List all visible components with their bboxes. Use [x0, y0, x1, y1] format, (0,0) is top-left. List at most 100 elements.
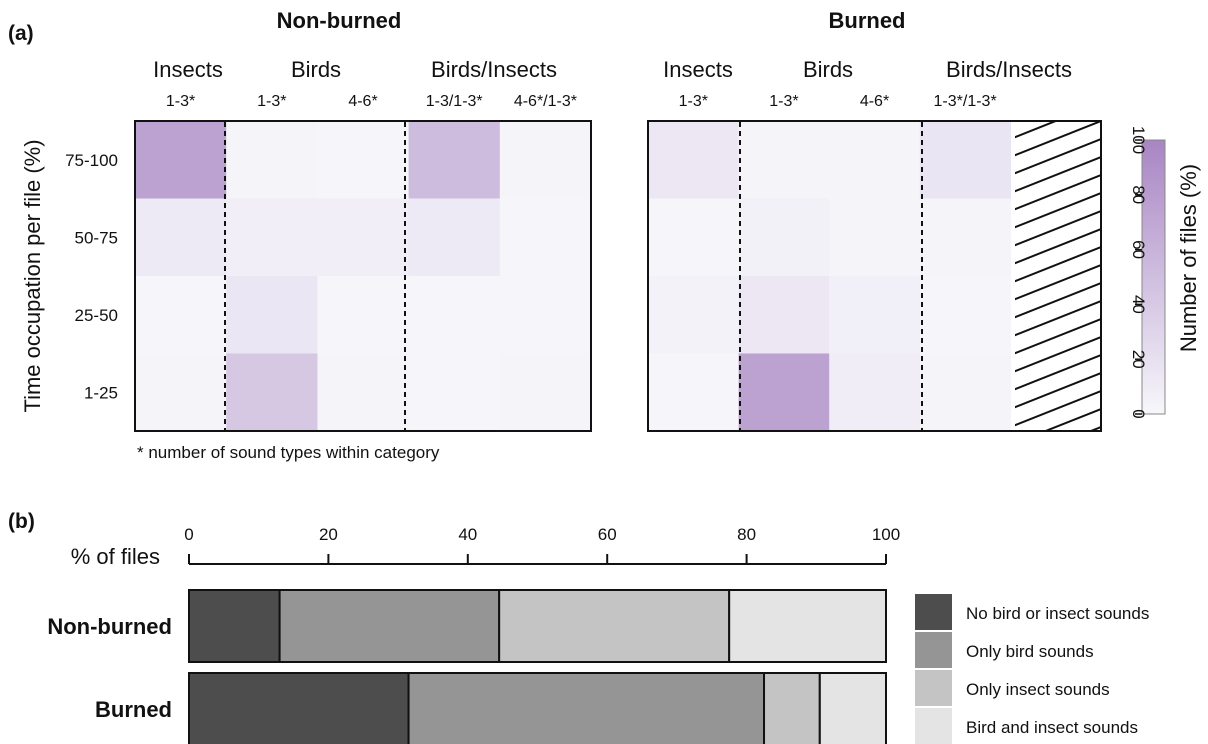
hatch-line — [1015, 282, 1101, 319]
bar-segment — [188, 672, 410, 744]
hatch-line — [1015, 318, 1101, 355]
colorbar-label: Number of files (%) — [1176, 164, 1201, 352]
column-label: 4-6*/1-3* — [514, 93, 577, 110]
heatmap-title: Non-burned — [277, 8, 402, 33]
hatch-line — [1010, 463, 1101, 499]
heatmap-cell — [829, 353, 921, 432]
heatmap-cell — [226, 276, 318, 355]
column-label: 4-6* — [348, 93, 377, 110]
colorbar-ticks: 0 20 40 60 80 100 — [1129, 126, 1148, 419]
heatmap-cell — [648, 353, 740, 432]
legend-swatch — [915, 708, 952, 744]
legend: No bird or insect sounds Only bird sounds… — [915, 594, 1149, 744]
hatch-line — [1015, 192, 1101, 229]
heatmap-cell — [648, 198, 740, 277]
column-labels: 1-3* 1-3* 4-6* 1-3/1-3* 4-6*/1-3* — [166, 93, 577, 110]
heatmap-frame — [647, 120, 1102, 432]
hatch-line — [1045, 408, 1101, 430]
heatmap-cell — [135, 353, 227, 432]
bar-category-label: Non-burned — [47, 614, 172, 639]
bar-segment — [728, 589, 887, 663]
hatch-line — [1010, 517, 1101, 553]
colorbar-tick-label: 100 — [1129, 126, 1148, 154]
heatmap-cell — [738, 121, 830, 200]
bar-category-label: Burned — [95, 697, 172, 722]
legend-label: Only bird sounds — [966, 642, 1094, 661]
colorbar: 0 20 40 60 80 100 Number of files (%) — [1129, 126, 1201, 419]
bar-segment — [818, 672, 887, 744]
heatmap-cell — [317, 121, 410, 200]
column-label: 1-3* — [679, 93, 708, 110]
group-label-birds: Birds — [291, 57, 341, 82]
legend-label: No bird or insect sounds — [966, 604, 1149, 623]
heatmap-cell — [226, 198, 318, 277]
heatmap-cells — [135, 121, 592, 432]
y-axis-label: Time occupation per file (%) — [20, 139, 45, 412]
heatmap-title: Burned — [829, 8, 906, 33]
bar-category-labels: Non-burned Burned — [47, 614, 172, 722]
heatmap-cell — [135, 121, 227, 200]
hatch-line — [1015, 336, 1101, 373]
legend-label: Bird and insect sounds — [966, 718, 1138, 737]
x-tick-label: 80 — [737, 525, 756, 544]
colorbar-tick-label: 80 — [1129, 185, 1148, 204]
group-label-birds-insects: Birds/Insects — [946, 57, 1072, 82]
hatch-line — [1015, 156, 1101, 193]
hatched-na-column — [1010, 120, 1101, 607]
row-label: 75-100 — [65, 151, 118, 170]
hatch-line — [1015, 372, 1101, 409]
hatch-line — [1015, 264, 1101, 301]
heatmap-cell — [738, 198, 830, 277]
legend-swatch — [915, 632, 952, 668]
heatmap-cell — [135, 198, 227, 277]
hatch-line — [1015, 228, 1101, 265]
colorbar-tick-label: 20 — [1129, 350, 1148, 369]
heatmap-cell — [499, 276, 592, 355]
group-label-insects: Insects — [663, 57, 733, 82]
x-tick-label: 60 — [598, 525, 617, 544]
heatmap-cell — [919, 276, 1011, 355]
hatch-line — [1010, 571, 1101, 607]
heatmap-cell — [499, 198, 592, 277]
heatmap-cell — [499, 353, 592, 432]
column-labels: 1-3* 1-3* 4-6* 1-3*/1-3* — [679, 93, 997, 110]
row-label: 1-25 — [84, 383, 118, 402]
heatmap-cell — [919, 353, 1011, 432]
x-tick-label: 40 — [458, 525, 477, 544]
x-axis-label: % of files — [71, 544, 160, 569]
panel-label-a: (a) — [8, 22, 34, 45]
hatch-line — [1090, 426, 1101, 430]
heatmap-cell — [408, 198, 501, 277]
legend-label: Only insect sounds — [966, 680, 1110, 699]
heatmap-non-burned: Non-burned Insects Birds Birds/Insects 1… — [65, 8, 592, 462]
heatmap-cell — [648, 121, 740, 200]
heatmap-frame — [134, 120, 592, 432]
column-label: 1-3*/1-3* — [934, 93, 997, 110]
heatmap-cell — [135, 276, 227, 355]
bar-segment — [407, 672, 766, 744]
heatmap-cell — [317, 198, 410, 277]
x-tick-label: 20 — [319, 525, 338, 544]
heatmap-cell — [829, 121, 921, 200]
hatch-line — [1015, 246, 1101, 283]
row-labels: 75-100 50-75 25-50 1-25 — [65, 151, 118, 403]
x-tick-label: 0 — [184, 525, 193, 544]
hatch-line — [1015, 210, 1101, 247]
bar-segment — [763, 672, 821, 744]
colorbar-tick-label: 0 — [1129, 409, 1148, 418]
bar-segment — [498, 589, 731, 663]
column-label: 1-3* — [166, 93, 195, 110]
hatch-line — [1010, 445, 1101, 481]
bar-segment — [188, 589, 281, 663]
column-label: 1-3* — [257, 93, 286, 110]
heatmap-cell — [919, 198, 1011, 277]
hatch-line — [1010, 553, 1101, 589]
hatch-line — [1015, 390, 1101, 427]
bars — [188, 589, 887, 744]
column-label: 4-6* — [860, 93, 889, 110]
heatmap-cell — [408, 276, 501, 355]
panel-label-b: (b) — [8, 510, 35, 533]
heatmap-cell — [408, 353, 501, 432]
bar-segment — [278, 589, 501, 663]
